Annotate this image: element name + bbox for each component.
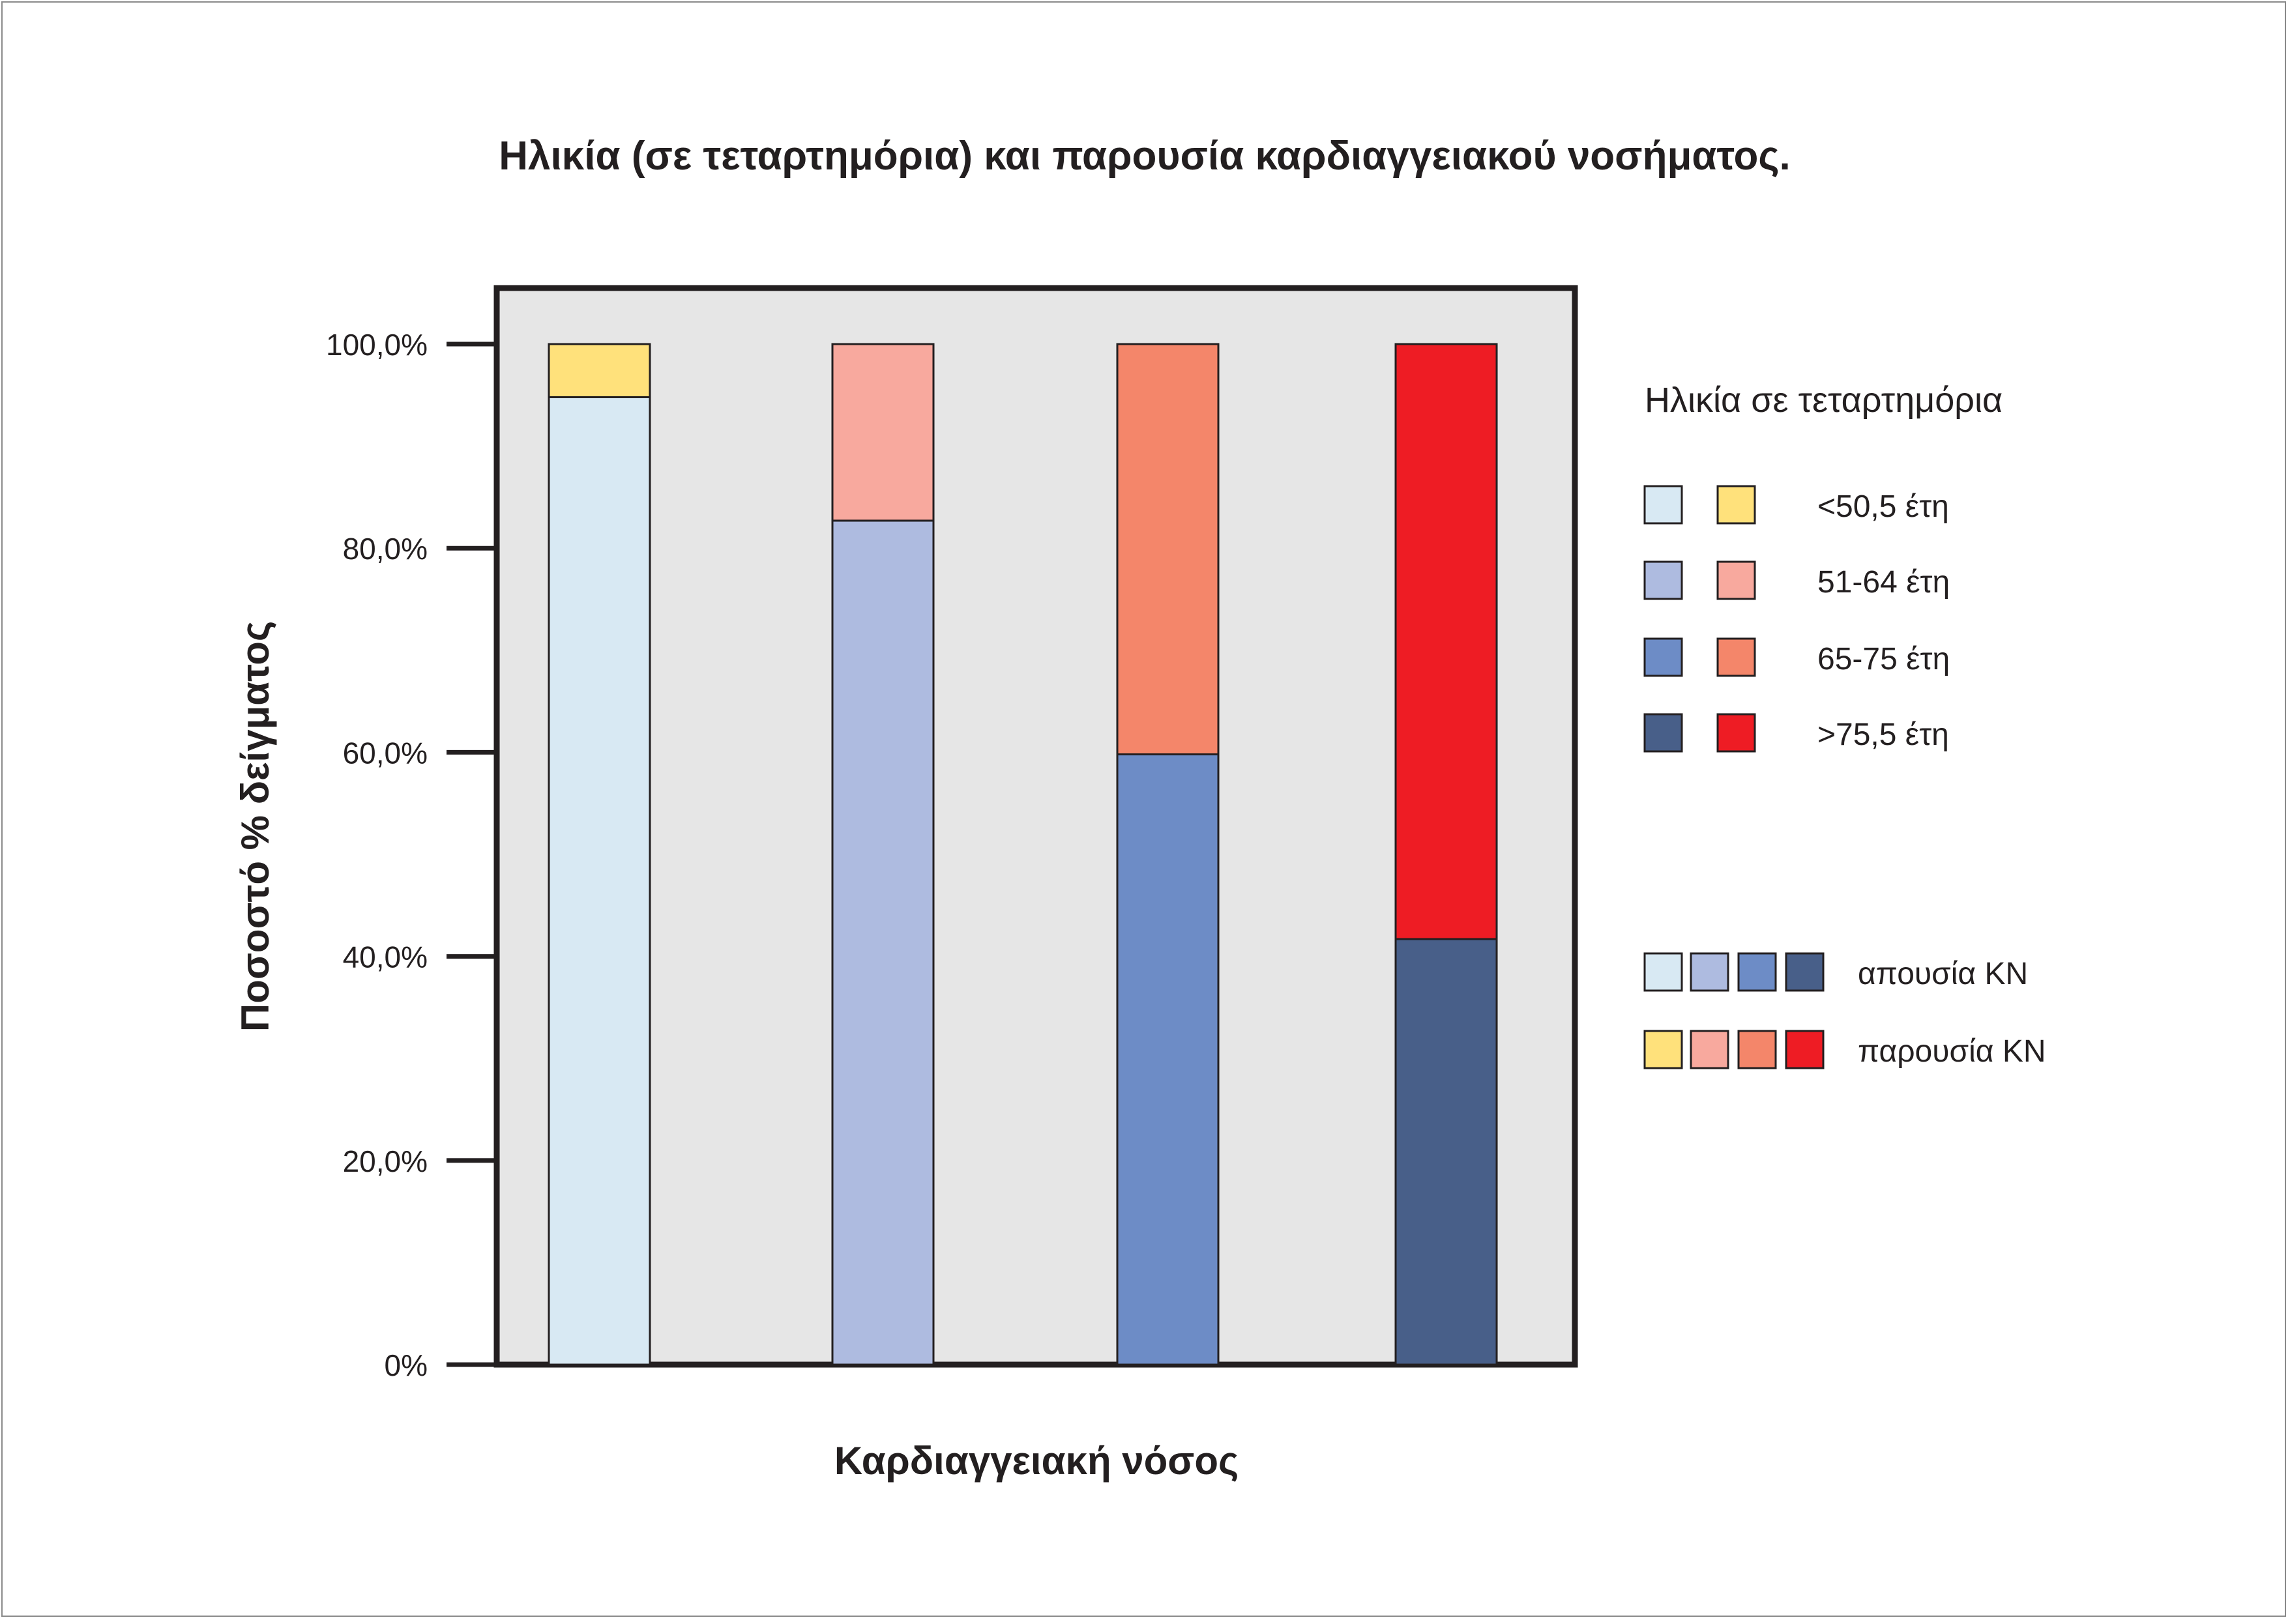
chart-title: Ηλικία (σε τεταρτημόρια) και παρουσία κα… (499, 134, 1791, 179)
bar-segment-absent-4 (1394, 938, 1498, 1366)
bar-segment-present-3 (1116, 343, 1220, 756)
legend-status-swatch-present-3 (1737, 1030, 1777, 1069)
y-tick-label-0: 0% (385, 1348, 428, 1382)
legend-status-swatch-absent-1 (1643, 952, 1683, 992)
legend-swatch-absent-3 (1643, 637, 1683, 677)
legend-swatch-present-3 (1716, 637, 1756, 677)
bar-segment-present-2 (831, 343, 935, 522)
legend-status-swatch-absent-3 (1737, 952, 1777, 992)
x-axis-label: Καρδιαγγειακή νόσος (834, 1439, 1239, 1483)
bar-segment-absent-3 (1116, 753, 1220, 1366)
legend-status-swatch-present-4 (1785, 1030, 1825, 1069)
y-tick-label-5: 100,0% (326, 328, 428, 362)
legend-swatch-absent-2 (1643, 560, 1683, 600)
y-axis-label: Ποσοστό % δείγματος (233, 621, 277, 1032)
y-tick-label-2: 40,0% (343, 940, 428, 974)
legend-status-swatch-absent-4 (1785, 952, 1825, 992)
bar-segment-absent-2 (831, 519, 935, 1366)
legend-status-swatch-present-2 (1690, 1030, 1729, 1069)
legend-title: Ηλικία σε τεταρτημόρια (1645, 381, 2003, 420)
legend-age-label-1: <50,5 έτη (1817, 489, 1949, 524)
y-axis: 0% 20,0% 40,0% 60,0% 80,0% 100,0% (326, 328, 497, 1382)
bars-group (548, 343, 1498, 1366)
legend-status-label-2: παρουσία ΚΝ (1858, 1034, 2046, 1069)
bar-segment-present-1 (548, 343, 651, 398)
legend-age-label-3: 65-75 έτη (1817, 642, 1950, 676)
y-tick-label-3: 60,0% (343, 736, 428, 770)
legend-swatch-present-2 (1716, 560, 1756, 600)
legend-age-label-2: 51-64 έτη (1817, 565, 1950, 600)
legend-status-label-1: απουσία ΚΝ (1858, 957, 2028, 991)
y-tick-label-1: 20,0% (343, 1144, 428, 1178)
bar-segment-absent-1 (548, 396, 651, 1366)
legend: Ηλικία σε τεταρτημόρια <50,5 έτη 51-64 έτ… (1643, 381, 2046, 1069)
legend-swatch-absent-4 (1643, 713, 1683, 753)
legend-swatch-present-1 (1716, 485, 1756, 525)
legend-status-swatch-absent-2 (1690, 952, 1729, 992)
legend-swatch-present-4 (1716, 713, 1756, 753)
legend-status-swatch-present-1 (1643, 1030, 1683, 1069)
legend-swatch-absent-1 (1643, 485, 1683, 525)
y-tick-label-4: 80,0% (343, 532, 428, 566)
legend-age-label-4: >75,5 έτη (1817, 718, 1949, 752)
bar-segment-present-4 (1394, 343, 1498, 940)
